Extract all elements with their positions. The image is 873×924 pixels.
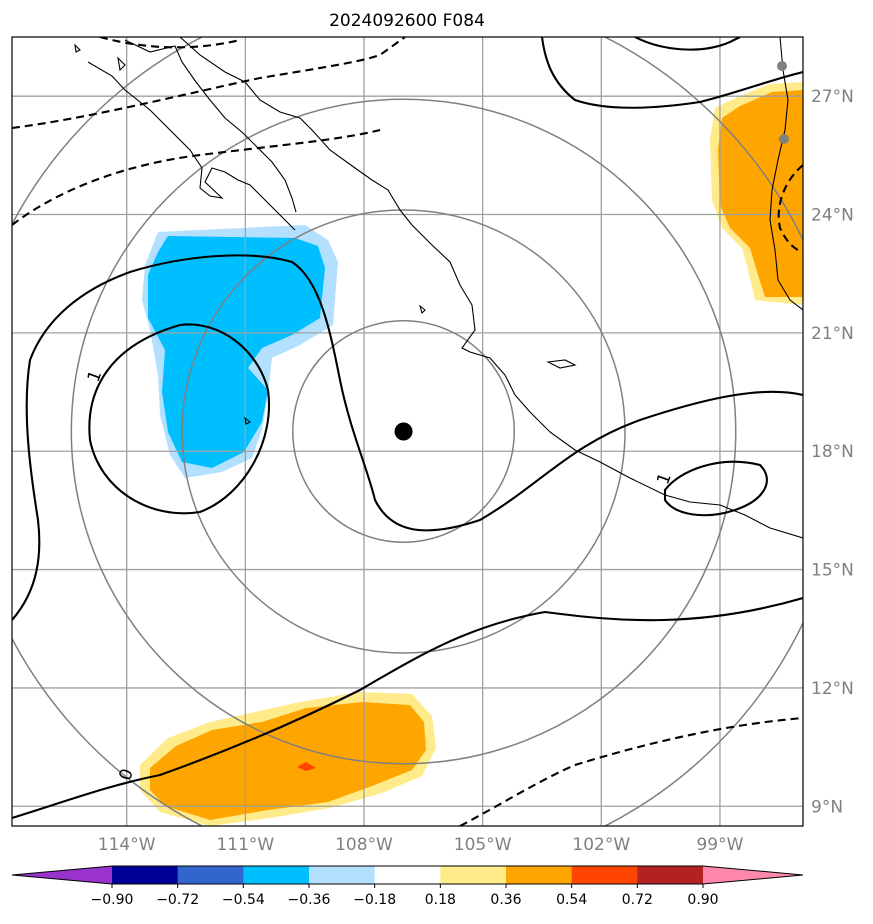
dashed-contour-5	[777, 164, 803, 254]
colorbar-tick-label: −0.72	[156, 892, 199, 908]
contour-outer-west	[12, 254, 803, 621]
range-rings	[12, 37, 803, 826]
coastlines	[74, 37, 803, 539]
lon-tick-label: 105°W	[454, 835, 512, 855]
lon-tick-label: 99°W	[696, 835, 743, 855]
gulf-east-coast	[769, 37, 803, 311]
colorbar-segment	[112, 866, 179, 884]
lon-tick-label: 114°W	[98, 835, 156, 855]
colorbar-tick-label: −0.90	[91, 892, 134, 908]
range-ring	[70, 98, 737, 765]
colorbar	[11, 865, 804, 885]
lat-tick-label: 24°N	[811, 206, 854, 226]
lon-tick-label: 111°W	[216, 835, 274, 855]
contours	[12, 37, 803, 826]
contour-ring-west	[88, 323, 271, 515]
positive-anomaly-south	[150, 702, 426, 820]
mainland-northwest-coast	[179, 37, 803, 539]
colorbar-segment	[374, 866, 441, 884]
dashed-contour-4	[459, 716, 803, 826]
positive-anomaly-south-peak	[297, 762, 316, 771]
islands	[74, 43, 577, 425]
colorbar-tick-label: −0.36	[288, 892, 331, 908]
negative-anomaly-west	[148, 236, 325, 468]
baja-inner-coast	[124, 39, 297, 213]
lat-tick-label: 9°N	[811, 797, 843, 817]
colorbar-segment	[440, 866, 507, 884]
colorbar-segment	[637, 866, 704, 884]
lon-tick-label: 108°W	[335, 835, 393, 855]
shading-layer	[140, 82, 803, 826]
map-frame	[11, 36, 804, 827]
colorbar-extend-high	[703, 866, 803, 884]
lon-tick-labels: 114°W 111°W 108°W 105°W 102°W 99°W	[98, 835, 744, 855]
lat-tick-labels: 27°N 24°N 21°N 18°N 15°N 12°N 9°N	[811, 87, 854, 817]
lat-tick-label: 18°N	[811, 442, 854, 462]
range-ring	[181, 209, 626, 654]
map-content: 110	[12, 37, 803, 826]
contour-top-right	[634, 37, 741, 51]
colorbar-tick-label: −0.18	[353, 892, 396, 908]
colorbar-tick-label: 0.18	[425, 892, 456, 908]
contour-ring-east	[663, 460, 768, 517]
colorbar-segment	[506, 866, 573, 884]
colorbar-segment	[309, 866, 376, 884]
colorbar-segment	[571, 866, 638, 884]
chart-title: 2024092600 F084	[329, 11, 485, 31]
city-marker-2	[779, 134, 789, 144]
colorbar-extend-low	[12, 866, 112, 884]
lon-tick-label: 102°W	[572, 835, 630, 855]
colorbar-tick-label: 0.90	[687, 892, 718, 908]
lat-tick-label: 27°N	[811, 87, 854, 107]
contour-zero-line	[12, 596, 803, 820]
dashed-contour-1	[99, 37, 241, 49]
colorbar-tick-label: 0.54	[556, 892, 587, 908]
colorbar-segment	[177, 866, 244, 884]
colorbar-tick-label: 0.72	[622, 892, 653, 908]
dashed-contour-2	[12, 37, 406, 130]
lat-tick-label: 15°N	[811, 561, 854, 581]
city-marker-1	[777, 61, 787, 71]
lat-tick-label: 12°N	[811, 679, 854, 699]
gridlines	[12, 37, 803, 826]
baja-california-coast	[87, 61, 296, 231]
range-ring	[292, 320, 516, 543]
contour-northeast	[540, 37, 803, 109]
colorbar-segment	[243, 866, 310, 884]
colorbar-tick-label: −0.54	[222, 892, 265, 908]
lat-tick-label: 21°N	[811, 324, 854, 344]
dashed-contour-3	[12, 128, 381, 226]
colorbar-tick-labels: −0.90 −0.72 −0.54 −0.36 −0.18 0.18 0.36 0.54 0.7…	[91, 884, 719, 908]
colorbar-tick-label: 0.36	[490, 892, 521, 908]
storm-center-marker	[394, 422, 413, 441]
